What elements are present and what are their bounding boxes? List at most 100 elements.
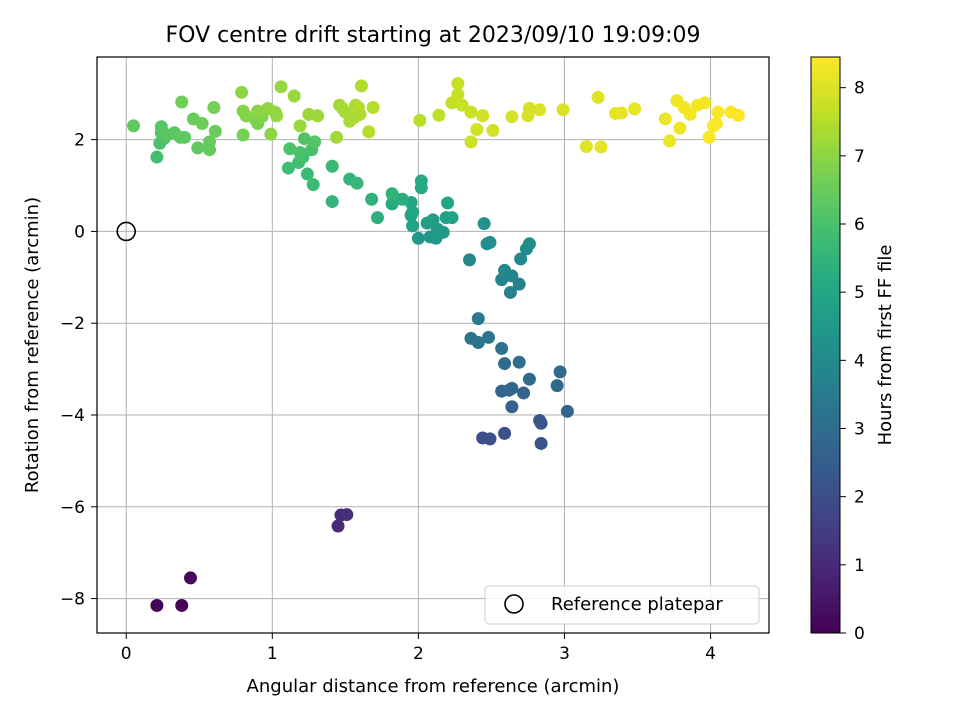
data-point — [534, 416, 548, 430]
data-point — [283, 142, 297, 156]
data-point — [413, 113, 427, 127]
colorbar-tick-label: 4 — [854, 351, 865, 371]
data-point — [673, 121, 687, 135]
data-point — [483, 235, 497, 249]
data-point — [505, 400, 519, 414]
data-point — [202, 135, 216, 149]
colorbar-tick-label: 2 — [854, 488, 865, 508]
data-point — [178, 130, 192, 144]
data-point — [351, 100, 365, 114]
reference-platepar-marker — [116, 221, 137, 242]
data-point — [274, 80, 288, 94]
data-point — [441, 196, 455, 210]
data-point — [658, 112, 672, 126]
data-point — [463, 253, 477, 267]
data-point — [414, 174, 428, 188]
data-point — [698, 96, 712, 110]
data-point — [522, 101, 536, 115]
data-point — [385, 187, 399, 201]
y-tick-label: 0 — [74, 222, 85, 242]
colorbar-tick-label: 3 — [854, 420, 865, 440]
colorbar-tick-label: 7 — [854, 147, 865, 167]
data-point — [297, 132, 311, 146]
data-point — [505, 110, 519, 124]
axes-layer: 0 1 2 3 4 −8 −6 −4 −2 0 2 — [60, 131, 716, 664]
plot-frame — [96, 56, 770, 634]
data-point — [350, 176, 364, 190]
data-point — [235, 85, 249, 99]
y-tick-label: −2 — [60, 314, 85, 334]
data-point — [464, 105, 478, 119]
data-point — [498, 357, 512, 371]
x-tick-label: 0 — [121, 644, 132, 664]
data-point — [522, 237, 536, 251]
data-point — [406, 219, 420, 233]
data-point — [281, 161, 295, 175]
legend-box — [484, 585, 760, 625]
points-layer — [127, 77, 745, 612]
legend-marker-icon — [504, 594, 524, 614]
data-point — [183, 571, 197, 585]
data-point — [432, 108, 446, 122]
data-point — [195, 117, 209, 131]
data-point — [503, 285, 517, 299]
data-point — [330, 130, 344, 144]
data-point — [495, 341, 509, 355]
y-axis-label: Rotation from reference (arcmin) — [22, 197, 43, 493]
x-tick-label: 2 — [413, 644, 424, 664]
data-point — [236, 128, 250, 142]
data-point — [325, 159, 339, 173]
data-point — [445, 211, 459, 225]
x-axis-label: Angular distance from reference (arcmin) — [247, 676, 620, 697]
data-point — [455, 98, 469, 112]
data-point — [354, 79, 368, 93]
data-point — [702, 130, 716, 144]
data-point — [293, 119, 307, 133]
data-point — [628, 102, 642, 116]
data-point — [311, 109, 325, 123]
data-point — [476, 109, 490, 123]
colorbar-ticks: 0 1 2 3 4 5 6 7 8 — [840, 79, 865, 644]
data-point — [270, 109, 284, 123]
data-point — [514, 252, 528, 266]
data-point — [287, 89, 301, 103]
data-point — [731, 108, 745, 122]
x-tick-label: 1 — [267, 644, 278, 664]
data-point — [556, 103, 570, 117]
data-point — [591, 90, 605, 104]
x-tick-label: 3 — [559, 644, 570, 664]
data-point — [486, 123, 500, 137]
data-point — [308, 135, 322, 149]
data-point — [533, 103, 547, 117]
data-point — [362, 125, 376, 139]
data-point — [560, 404, 574, 418]
data-point — [517, 386, 531, 400]
colorbar-gradient — [810, 56, 841, 634]
data-point — [207, 100, 221, 114]
colorbar-tick-label: 0 — [854, 624, 865, 644]
colorbar-label: Hours from first FF file — [875, 245, 896, 446]
data-point — [663, 134, 677, 148]
colorbar-tick-label: 5 — [854, 283, 865, 303]
data-point — [498, 263, 512, 277]
data-point — [300, 167, 314, 181]
data-point — [477, 217, 491, 231]
data-point — [325, 195, 339, 209]
data-point — [451, 88, 465, 102]
data-point — [683, 107, 697, 121]
data-point — [579, 139, 593, 153]
data-point — [208, 124, 222, 138]
data-point — [471, 312, 485, 326]
legend: Reference platepar — [484, 585, 760, 625]
data-point — [175, 95, 189, 109]
data-point — [175, 598, 189, 612]
colorbar-tick-label: 6 — [854, 215, 865, 235]
data-point — [483, 432, 497, 446]
data-point — [306, 178, 320, 192]
data-point — [553, 365, 567, 379]
data-point — [512, 355, 526, 369]
legend-label: Reference platepar — [551, 594, 723, 615]
y-tick-label: −4 — [60, 406, 85, 426]
data-point — [709, 117, 723, 131]
